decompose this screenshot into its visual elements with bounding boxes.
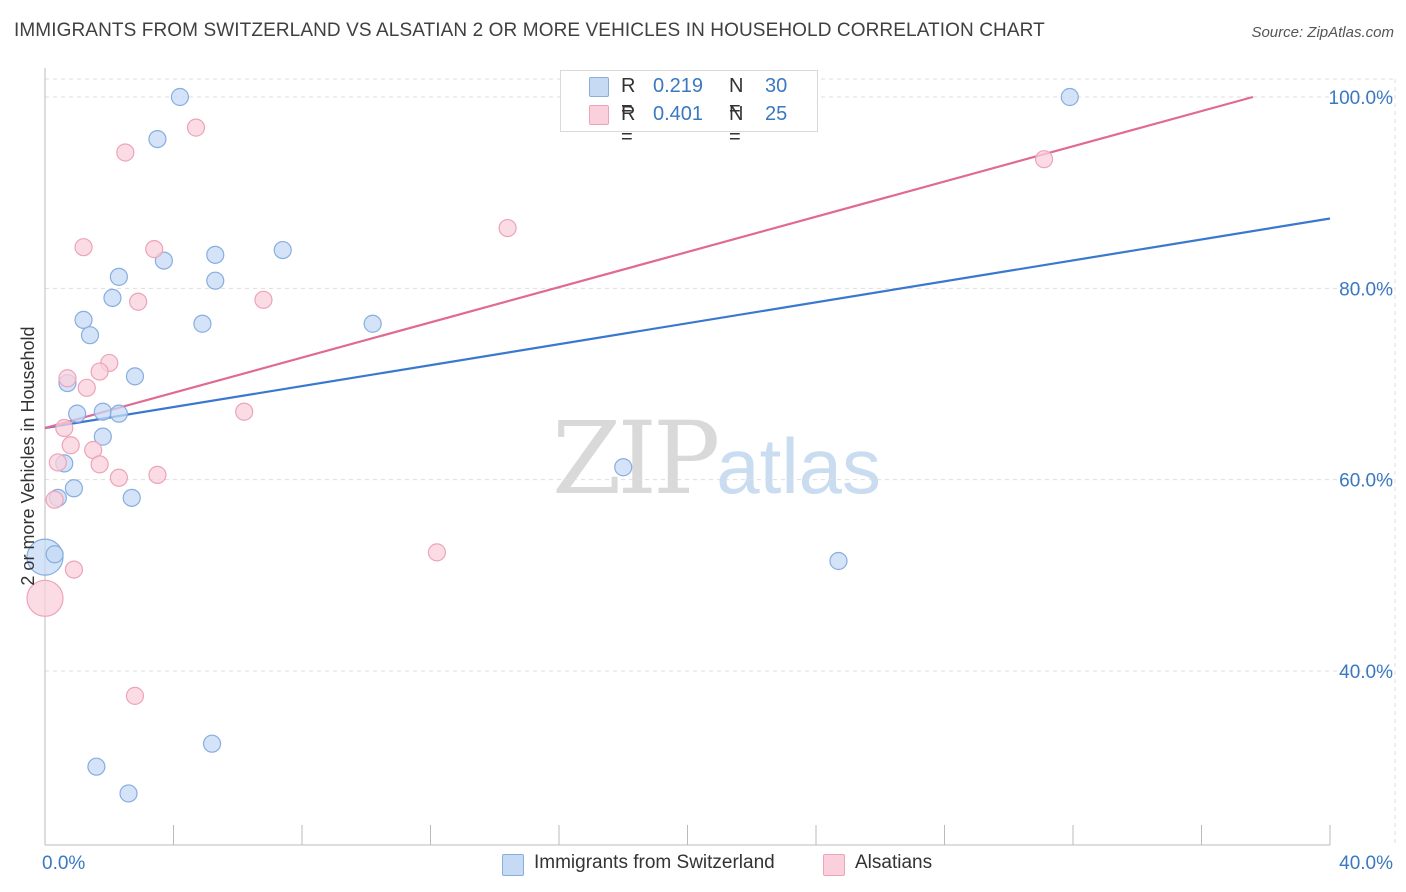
legend-swatch-alsatians — [589, 105, 609, 125]
stats-legend: R = 0.219 N = 30 R = 0.401 N = 25 — [560, 70, 818, 148]
data-point-switzerland — [202, 734, 222, 753]
data-point-switzerland — [206, 271, 225, 290]
data-point-alsatians — [90, 362, 109, 381]
data-point-alsatians — [125, 686, 145, 705]
data-point-switzerland — [829, 551, 848, 571]
legend-r-label: R = — [621, 103, 636, 148]
data-point-switzerland — [93, 427, 112, 446]
chart-title: IMMIGRANTS FROM SWITZERLAND VS ALSATIAN … — [14, 20, 1045, 41]
legend-r-value: 0.401 — [653, 103, 704, 125]
data-point-alsatians — [58, 369, 77, 388]
data-point-alsatians — [45, 490, 64, 509]
data-point-switzerland — [125, 367, 145, 386]
legend-n-label: N = — [729, 75, 744, 120]
data-point-alsatians — [74, 238, 93, 257]
bottom-legend-swatch-switzerland — [502, 854, 524, 876]
data-point-alsatians — [498, 218, 517, 238]
data-point-alsatians — [109, 468, 128, 487]
data-point-alsatians — [254, 290, 273, 309]
data-point-alsatians — [129, 292, 148, 311]
data-point-switzerland — [148, 129, 167, 149]
data-point-alsatians — [48, 453, 67, 472]
data-point-alsatians — [116, 143, 135, 162]
data-point-switzerland — [103, 288, 122, 307]
trend-line-alsatians — [44, 95, 1254, 430]
data-point-alsatians — [427, 543, 447, 562]
data-point-alsatians — [1034, 150, 1054, 169]
data-point-switzerland — [45, 545, 64, 564]
data-point-alsatians — [26, 579, 64, 617]
legend-n-value: 25 — [765, 103, 788, 125]
watermark-atlas: atlas — [716, 422, 882, 510]
bottom-legend-label-switzerland: Immigrants from Switzerland — [534, 852, 775, 873]
legend-n-label: N = — [729, 103, 744, 148]
data-point-switzerland — [80, 326, 100, 345]
data-point-switzerland — [68, 404, 87, 423]
gridlines — [45, 78, 1396, 845]
data-point-switzerland — [74, 310, 93, 330]
data-point-alsatians — [235, 402, 254, 421]
y-tick-label: 40.0% — [1339, 662, 1393, 683]
data-point-alsatians — [64, 560, 84, 579]
data-point-alsatians — [55, 418, 74, 438]
axis-labels: 100.0% 80.0% 60.0% 40.0% 0.0% 40.0% 2 or more … — [18, 88, 1393, 874]
legend-r-label: R = — [621, 75, 636, 120]
data-point-alsatians — [145, 240, 164, 259]
data-point-alsatians — [61, 436, 80, 455]
data-point-alsatians — [148, 465, 167, 484]
watermark-zip: ZIP — [552, 400, 720, 517]
data-point-switzerland — [109, 267, 128, 286]
legend-swatch-switzerland — [589, 77, 609, 97]
source-label: Source: ZipAtlas.com — [1251, 24, 1394, 41]
data-point-switzerland — [109, 404, 128, 423]
x-tick-label-min: 0.0% — [42, 853, 85, 874]
x-tick-label-max: 40.0% — [1339, 853, 1393, 874]
data-point-switzerland — [363, 314, 382, 333]
y-axis-label: 2 or more Vehicles in Household — [18, 326, 38, 585]
legend-n-value: 30 — [765, 75, 788, 97]
y-tick-label: 100.0% — [1329, 88, 1394, 109]
bottom-legend-swatch-alsatians — [823, 854, 845, 876]
data-point-switzerland — [87, 757, 106, 776]
legend-r-value: 0.219 — [653, 75, 704, 97]
y-tick-label: 60.0% — [1339, 471, 1393, 492]
data-point-switzerland — [170, 87, 190, 107]
data-points — [26, 87, 1079, 803]
data-point-alsatians — [90, 455, 109, 474]
data-point-switzerland — [119, 784, 138, 803]
data-point-switzerland — [206, 245, 225, 264]
data-point-switzerland — [273, 240, 292, 260]
data-point-switzerland — [614, 458, 633, 477]
trend-lines — [44, 95, 1331, 430]
data-point-alsatians — [77, 378, 96, 397]
data-point-switzerland — [93, 402, 112, 421]
axes — [44, 68, 1331, 846]
data-point-alsatians — [186, 118, 206, 137]
data-point-switzerland — [193, 314, 212, 333]
trend-line-switzerland — [44, 217, 1331, 430]
watermark: ZIPatlas — [552, 400, 881, 517]
data-point-switzerland — [64, 479, 84, 498]
data-point-switzerland — [1060, 87, 1079, 107]
bottom-legend-label-alsatians: Alsatians — [855, 852, 933, 873]
y-tick-label: 80.0% — [1339, 279, 1393, 300]
data-point-switzerland — [122, 488, 141, 507]
